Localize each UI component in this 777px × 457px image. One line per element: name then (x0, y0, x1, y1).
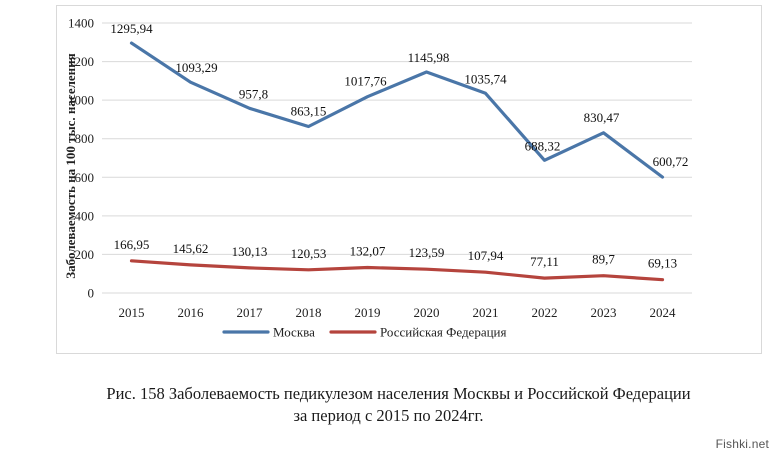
data-label-russia-2017: 130,13 (232, 244, 268, 259)
y-tick-label-800: 800 (75, 131, 95, 146)
data-label-moscow-2020: 1145,98 (408, 50, 450, 65)
data-label-russia-2018: 120,53 (291, 246, 327, 261)
y-tick-label-1400: 1400 (68, 16, 94, 31)
y-tick-label-0: 0 (88, 286, 95, 301)
y-axis-label: Заболеваемость на 100 тыс. населения (63, 53, 78, 278)
x-tick-label-2016: 2016 (178, 305, 205, 320)
data-label-russia-2024: 69,13 (648, 256, 677, 271)
x-tick-label-2024: 2024 (650, 305, 677, 320)
data-label-russia-2020: 123,59 (409, 245, 445, 260)
x-tick-label-2020: 2020 (414, 305, 440, 320)
y-tick-label-1000: 1000 (68, 93, 94, 108)
chart-frame: 0 200 400 600 800 1000 1200 1400 2015 2016 2017 201… (56, 5, 762, 354)
data-label-russia-2022: 77,11 (530, 254, 559, 269)
data-label-russia-2021: 107,94 (468, 248, 504, 263)
x-tick-label-2021: 2021 (473, 305, 499, 320)
y-tick-label-1200: 1200 (68, 54, 94, 69)
data-label-moscow-2021: 1035,74 (464, 71, 507, 86)
data-label-moscow-2022: 688,32 (525, 138, 561, 153)
series-line-russia (129, 259, 665, 282)
x-tick-label-2015: 2015 (119, 305, 145, 320)
data-label-russia-2019: 132,07 (350, 244, 386, 259)
figure-caption-line2: за период с 2015 по 2024гг. (293, 406, 484, 425)
line-chart: 0 200 400 600 800 1000 1200 1400 2015 2016 2017 201… (63, 16, 692, 340)
x-tick-label-2023: 2023 (591, 305, 617, 320)
x-tick-label-2019: 2019 (355, 305, 381, 320)
data-label-moscow-2018: 863,15 (291, 104, 327, 119)
x-tick-label-2017: 2017 (237, 305, 264, 320)
watermark: Fishki.net (715, 437, 769, 451)
legend-label-moscow: Москва (273, 325, 315, 340)
data-label-moscow-2017: 957,8 (239, 86, 268, 101)
y-tick-label-400: 400 (75, 208, 95, 223)
data-label-moscow-2024: 600,72 (653, 154, 689, 169)
data-label-moscow-2016: 1093,29 (175, 60, 217, 75)
data-label-russia-2016: 145,62 (173, 241, 209, 256)
y-tick-label-600: 600 (75, 170, 95, 185)
data-label-moscow-2015: 1295,94 (110, 21, 153, 36)
data-label-moscow-2019: 1017,76 (344, 74, 387, 89)
x-tick-label-2018: 2018 (296, 305, 322, 320)
data-label-russia-2015: 166,95 (114, 237, 150, 252)
x-tick-label-2022: 2022 (532, 305, 558, 320)
y-tick-label-200: 200 (75, 247, 95, 262)
data-label-russia-2023: 89,7 (592, 252, 615, 267)
legend-label-russia: Российская Федерация (380, 325, 507, 340)
series-line-moscow (129, 41, 665, 179)
figure-caption-line1: Рис. 158 Заболеваемость педикулезом насе… (106, 384, 691, 403)
data-label-moscow-2023: 830,47 (584, 110, 620, 125)
